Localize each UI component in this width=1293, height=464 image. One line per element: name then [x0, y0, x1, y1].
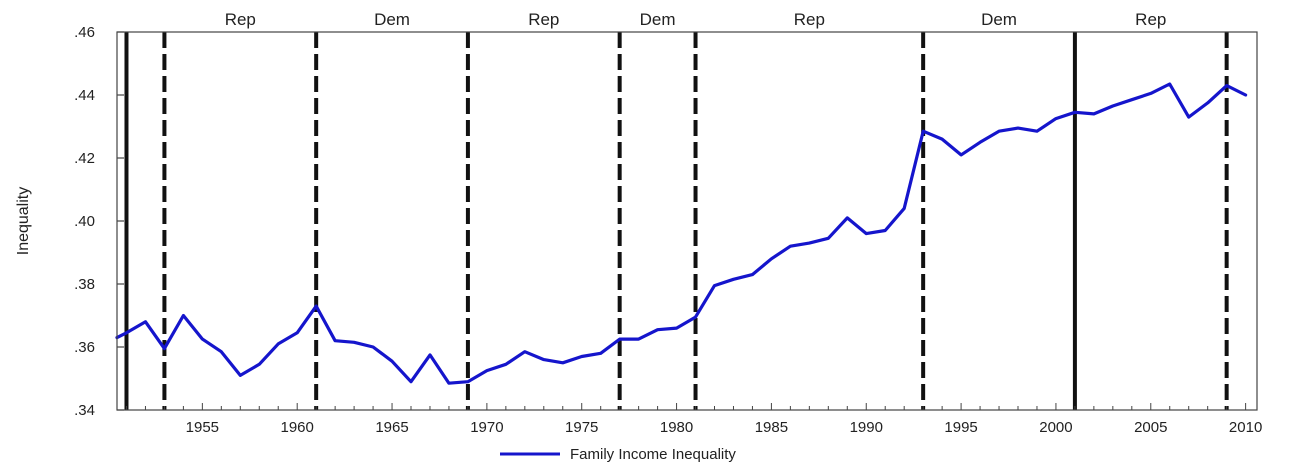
y-tick-label: .38: [74, 276, 95, 293]
y-axis: .34 .36 .38 .40 .42 .44 .46: [74, 24, 124, 419]
x-tick-label: 1955: [186, 419, 219, 436]
party-label: Dem: [640, 10, 676, 29]
plot-frame: [116, 31, 1258, 411]
party-labels: Rep Dem Rep Dem Rep Dem Rep: [225, 10, 1167, 29]
x-tick-label: 2005: [1134, 419, 1167, 436]
y-tick-label: .34: [74, 402, 95, 419]
y-tick-label: .44: [74, 87, 95, 104]
x-tick-label: 1965: [375, 419, 408, 436]
party-boundary-lines: [124, 32, 1229, 410]
legend: Family Income Inequality: [500, 446, 736, 463]
x-tick-label: 1995: [944, 419, 977, 436]
party-label: Rep: [225, 10, 256, 29]
x-tick-label: 1975: [565, 419, 598, 436]
party-label: Rep: [528, 10, 559, 29]
party-label: Dem: [374, 10, 410, 29]
party-label: Dem: [981, 10, 1017, 29]
party-label: Rep: [794, 10, 825, 29]
y-tick-label: .36: [74, 339, 95, 356]
party-label: Rep: [1135, 10, 1166, 29]
x-tick-label: 1960: [281, 419, 314, 436]
y-tick-label: .46: [74, 24, 95, 41]
legend-label: Family Income Inequality: [570, 446, 736, 463]
series-line-layer: [115, 82, 1248, 385]
x-tick-label: 1990: [850, 419, 883, 436]
y-axis-title: Inequality: [15, 187, 32, 256]
x-tick-label: 2000: [1039, 419, 1072, 436]
x-axis: 1955 1960 1965 1970 1975 1980 1985 1990 1995 2000…: [125, 403, 1262, 436]
x-tick-label: 1980: [660, 419, 693, 436]
series-line-family-income-inequality: [115, 82, 1248, 385]
y-tick-label: .40: [74, 213, 95, 230]
x-tick-label: 1970: [470, 419, 503, 436]
x-tick-label: 1985: [755, 419, 788, 436]
y-tick-label: .42: [74, 150, 95, 167]
x-tick-label: 2010: [1229, 419, 1262, 436]
